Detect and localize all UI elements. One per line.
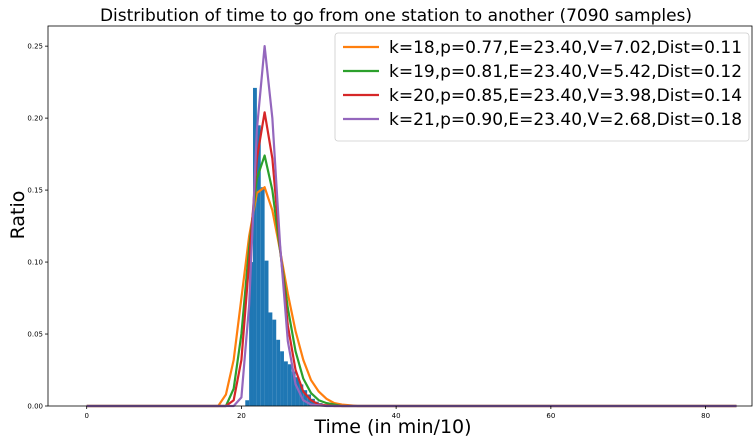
x-tick-label: 0 [84, 412, 88, 420]
chart-title: Distribution of time to go from one stat… [100, 6, 692, 26]
histogram-bar [295, 377, 300, 406]
histogram-bar [276, 339, 281, 406]
y-tick-label: 0.05 [27, 331, 43, 339]
histogram-bar [291, 371, 296, 406]
plot-frame [47, 25, 753, 407]
y-tick-label: 0.15 [27, 187, 43, 195]
histogram-bar [272, 319, 277, 406]
histogram-bar [287, 364, 292, 406]
histogram-bar [260, 187, 265, 406]
histogram-bar [303, 390, 308, 406]
series-line-2 [86, 154, 737, 408]
axis-ticks: 0 20 40 60 80 0.00 0.05 0.10 0.15 0.20 0.25 [27, 43, 710, 420]
histogram-bar [264, 260, 269, 406]
x-tick-label: 80 [701, 412, 710, 420]
legend-label: k=19,p=0.81,E=23.40,V=5.42,Dist=0.12 [389, 62, 742, 82]
series-line-1 [86, 186, 737, 408]
histogram-bar [249, 262, 254, 406]
histogram-bar [307, 394, 312, 406]
series-line-4 [86, 45, 737, 408]
legend-label: k=18,p=0.77,E=23.40,V=7.02,Dist=0.11 [389, 38, 742, 58]
y-tick-label: 0.20 [27, 115, 43, 123]
y-axis-label: Ratio [7, 191, 29, 240]
legend-box [334, 32, 750, 142]
histogram-bar [283, 361, 288, 406]
x-tick-label: 40 [392, 412, 401, 420]
histogram-bar [245, 400, 250, 406]
x-axis-label: Time (in min/10) [313, 416, 471, 438]
histogram-bar [268, 312, 273, 406]
legend: k=18,p=0.77,E=23.40,V=7.02,Dist=0.11 k=19… [334, 32, 750, 142]
legend-label: k=21,p=0.90,E=23.40,V=2.68,Dist=0.18 [389, 110, 742, 130]
series-line-3 [86, 111, 737, 408]
histogram-bar [280, 351, 284, 406]
y-tick-label: 0.00 [27, 403, 43, 411]
plot-area [86, 45, 737, 408]
histogram-bar [256, 125, 261, 407]
x-tick-label: 60 [546, 412, 555, 420]
y-tick-label: 0.10 [27, 259, 43, 267]
y-tick-label: 0.25 [27, 43, 43, 51]
histogram-bar [253, 87, 257, 407]
legend-label: k=20,p=0.85,E=23.40,V=3.98,Dist=0.14 [389, 86, 742, 106]
x-tick-label: 20 [237, 412, 246, 420]
